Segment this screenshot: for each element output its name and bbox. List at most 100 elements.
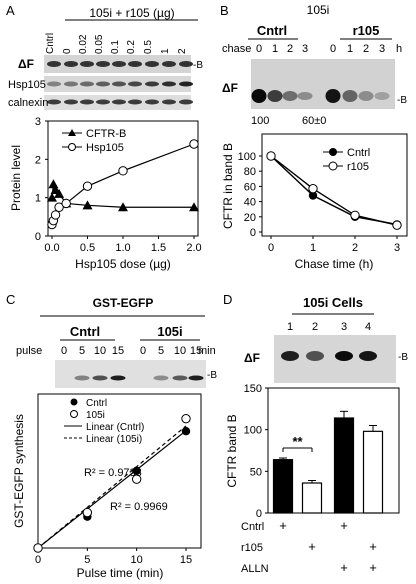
- chart-c: 0 5 10 15: [33, 413, 192, 566]
- chart-b-legend: Cntrl r105: [323, 147, 370, 173]
- data-point-hsp105: [50, 210, 61, 220]
- data-point-cftr-b: [118, 202, 128, 212]
- bar-2: [301, 482, 323, 514]
- chart-c-xtick-label: 0: [35, 554, 41, 566]
- panel-c-header: GST-EGFP: [93, 296, 154, 310]
- chart-b-xtick-label: 1: [310, 242, 316, 254]
- chart-d-conditions: Cntrl + + r105 + + ALLN + +: [241, 518, 377, 575]
- panel-d-letter: D: [223, 292, 232, 307]
- chart-c-xtick-label: 10: [131, 554, 143, 566]
- lane-label-b: 1: [347, 43, 353, 55]
- condition-mark: +: [369, 539, 377, 554]
- panel-c-group-cntrl: Cntrl: [70, 324, 100, 339]
- data-point-105i: [131, 474, 142, 484]
- band-a-deltaF: [96, 61, 110, 67]
- data-point-cntrl: [132, 466, 141, 476]
- data-point-r105: [350, 210, 360, 220]
- data-point-r105: [266, 151, 276, 161]
- condition-mark: +: [308, 539, 316, 554]
- blot-deltaF-bands: [47, 61, 193, 67]
- band-a-hsp105: [80, 81, 94, 87]
- band-b: [342, 90, 358, 102]
- series-line-hsp105: [51, 143, 195, 225]
- panel-c-pulse-label: pulse: [16, 345, 42, 357]
- panel-d-lane-labels: 1 2 3 4: [287, 321, 371, 333]
- chart-d-ytick-label: 50: [250, 466, 262, 478]
- lane-label-d: 1: [287, 321, 293, 333]
- chart-c-xlabel: Pulse time (min): [77, 566, 164, 580]
- chart-a-ytick-label: 1: [35, 193, 41, 205]
- band-marker-c: -B: [207, 370, 217, 381]
- condition-mark: +: [340, 518, 348, 533]
- r2-label-105i: R² = 0.9738: [84, 467, 142, 479]
- panel-b-quant-100: 100: [251, 115, 269, 127]
- band-a-deltaF: [179, 61, 193, 67]
- lane-label-a: 0: [62, 48, 73, 54]
- bar-4: [362, 430, 384, 514]
- lane-label-c: 0: [61, 345, 67, 357]
- chart-c-xtick-label: 15: [180, 554, 192, 566]
- panel-b-group-cntrl: Cntrl: [257, 23, 287, 38]
- band-b: [297, 92, 313, 100]
- band-c: [153, 375, 169, 381]
- data-point-cftr-b: [48, 179, 59, 189]
- chart-b-xtick-label: 3: [394, 242, 400, 254]
- condition-label-r105: r105: [241, 542, 263, 554]
- data-point-105i: [33, 543, 43, 553]
- legend-c-linear-cntrl: Linear (Cntrl): [86, 422, 144, 433]
- band-a-calnexin: [96, 99, 110, 105]
- data-point-cntrl: [308, 191, 318, 200]
- lane-label-a: 0.05: [94, 34, 105, 54]
- lane-label-c: 5: [158, 345, 164, 357]
- band-a-calnexin: [145, 99, 159, 105]
- lane-label-c: 15: [112, 345, 124, 357]
- r2-label-cntrl: R² = 0.9969: [110, 501, 168, 513]
- panel-a-letter: A: [6, 3, 15, 18]
- band-a-deltaF: [64, 61, 78, 67]
- data-point-hsp105: [118, 166, 128, 176]
- chart-b-ytick-label: 80: [244, 166, 256, 178]
- panel-a: A 105i + r105 (µg) Cntrl 0 0.02 0.05 0.1 0.2 0…: [6, 3, 203, 271]
- blot-c-bands: [74, 375, 204, 381]
- chart-b-ytick-label: 40: [244, 197, 256, 209]
- blot-calnexin-bands: [47, 99, 193, 105]
- band-d: [306, 351, 324, 361]
- lane-label-b: 1: [272, 43, 278, 55]
- chart-a-ylabel: Protein level: [9, 145, 23, 211]
- band-b: [325, 89, 341, 103]
- band-a-hsp105: [112, 81, 126, 87]
- lane-label-b: 2: [363, 43, 369, 55]
- band-a-hsp105: [96, 81, 110, 87]
- lane-label-a: 0.02: [78, 34, 89, 54]
- data-point-cftr-b: [47, 192, 57, 202]
- band-a-deltaF: [80, 61, 94, 67]
- panel-c-lane-labels: 0 5 10 15 0 5 10 15: [61, 345, 202, 357]
- chart-d-frame: [267, 387, 400, 514]
- band-a-hsp105: [162, 81, 176, 87]
- band-c: [110, 375, 126, 381]
- blot-d-bands: [281, 351, 377, 361]
- series-line-r105: [270, 155, 398, 226]
- band-c: [172, 375, 188, 381]
- chart-a-xtick-label: 1.5: [151, 242, 166, 254]
- panel-b-unit: h: [396, 43, 402, 55]
- band-a-hsp105: [179, 81, 193, 87]
- legend-triangle-icon: [68, 129, 76, 136]
- lane-label-c: 5: [79, 345, 85, 357]
- chart-b-ytick-label: 0: [250, 227, 256, 239]
- legend-filled-circle-icon: [329, 148, 337, 156]
- band-a-calnexin: [47, 99, 61, 105]
- chart-b-ytick-label: 20: [244, 212, 256, 224]
- band-a-deltaF: [112, 61, 126, 67]
- bar-3: [333, 417, 355, 514]
- band-a-hsp105: [128, 81, 142, 87]
- data-point-r105: [392, 220, 402, 230]
- band-b: [267, 90, 283, 102]
- lane-label-c: 10: [174, 345, 186, 357]
- panel-c: C GST-EGFP Cntrl 105i pulse 0 5 10 15 0 5 10 15…: [6, 292, 217, 580]
- panel-b-letter: B: [220, 3, 229, 18]
- chart-a-xlabel: Hsp105 dose (µg): [75, 257, 171, 271]
- chart-c-xtick-label: 5: [84, 554, 90, 566]
- lane-label-a: 0.2: [126, 40, 137, 54]
- blot-hsp105-bands: [47, 81, 193, 87]
